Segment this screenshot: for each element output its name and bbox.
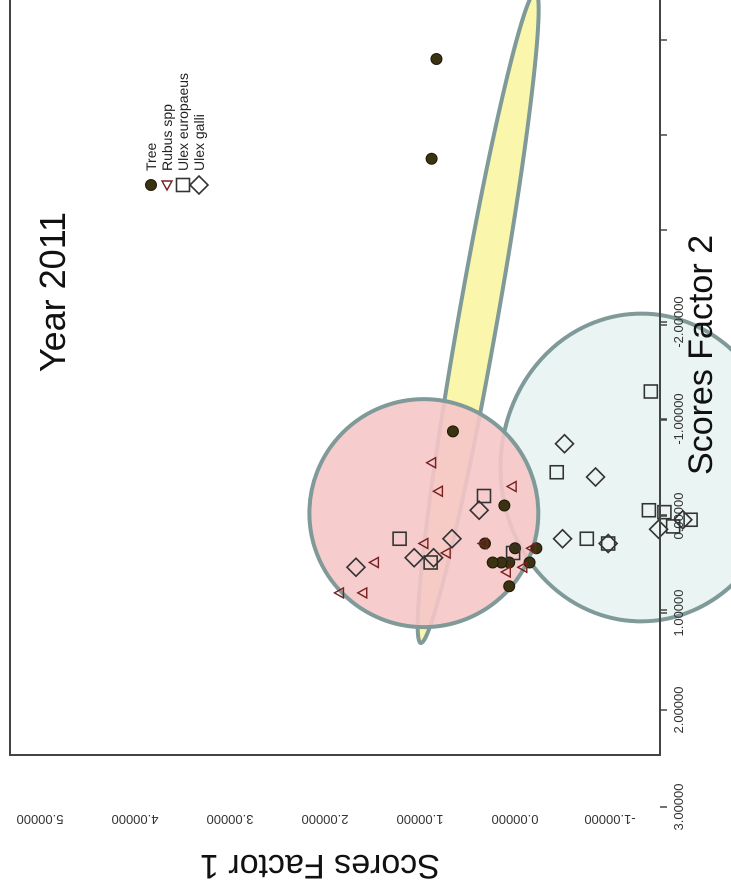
point-circle-5 — [509, 542, 522, 555]
point-triangle-9 — [367, 556, 380, 569]
factor2-tick-label: -2.00000 — [671, 296, 686, 347]
y-ticks: 5.00000 4.00000 3.00000 2.00000 1.00000 0.000… — [17, 39, 667, 827]
point-circle-1 — [425, 152, 438, 165]
point-diamond-2 — [598, 533, 619, 554]
factor1-tick-label: -1.00000 — [584, 812, 635, 827]
factor1-tick-label: 5.00000 — [17, 812, 64, 827]
legend-marker-circle — [145, 179, 157, 191]
point-square-12 — [392, 531, 407, 547]
point-square-8 — [549, 464, 565, 480]
points-layer — [333, 53, 698, 600]
point-square-10 — [476, 488, 492, 504]
point-diamond-4 — [554, 433, 575, 454]
point-circle-0 — [430, 53, 443, 65]
group-ellipse-2 — [307, 397, 541, 630]
point-circle-11 — [486, 556, 499, 569]
point-diamond-0 — [672, 509, 693, 530]
point-circle-2 — [446, 425, 459, 438]
point-triangle-1 — [516, 561, 528, 574]
point-square-4 — [641, 502, 657, 518]
x-ticks: -2.00000 -1.00000 0.00000 1.00000 2.00000 3.0… — [660, 296, 686, 831]
point-square-5 — [643, 384, 659, 399]
point-diamond-8 — [423, 547, 444, 568]
factor2-tick-label: 1.00000 — [671, 590, 686, 637]
factor1-tick-label: 4.00000 — [112, 812, 159, 827]
legend: Tree Rubus spp Ulex europaeus Ulex galli — [143, 73, 210, 196]
point-triangle-0 — [525, 542, 537, 555]
point-square-9 — [505, 545, 521, 561]
point-diamond-6 — [469, 500, 490, 521]
point-triangle-3 — [476, 537, 488, 550]
point-diamond-3 — [585, 466, 606, 488]
point-circle-4 — [530, 542, 543, 555]
legend-marker-diamond — [188, 174, 210, 196]
legend-item-diamond: Ulex galli — [188, 114, 210, 196]
legend-label: Ulex galli — [191, 114, 207, 171]
y-axis-title: Scores Factor 2 — [682, 235, 720, 475]
x-axis-title: Scores Factor 1 — [200, 847, 440, 885]
point-triangle-4 — [431, 485, 444, 498]
legend-item-triangle: Rubus spp — [159, 104, 175, 192]
point-diamond-10 — [345, 557, 367, 578]
factor2-tick-label: 2.00000 — [671, 687, 686, 734]
point-triangle-7 — [439, 546, 451, 560]
factor1-tick-label: 1.00000 — [397, 812, 444, 827]
point-circle-9 — [503, 580, 516, 593]
point-triangle-5 — [425, 456, 437, 469]
legend-label: Rubus spp — [159, 104, 175, 171]
legend-label: Tree — [143, 143, 159, 171]
point-square-3 — [657, 504, 672, 520]
factor2-tick-label: -1.00000 — [671, 393, 686, 444]
point-triangle-6 — [417, 537, 429, 550]
legend-marker-triangle — [160, 180, 174, 192]
legend-item-circle: Tree — [143, 143, 159, 191]
factor2-tick-label: 0.00000 — [671, 493, 686, 540]
point-circle-3 — [498, 499, 511, 512]
point-triangle-2 — [505, 480, 517, 493]
point-diamond-7 — [441, 528, 463, 549]
factor1-tick-label: 0.00000 — [492, 812, 539, 827]
chart-title: Year 2011 — [32, 212, 73, 372]
point-diamond-9 — [404, 547, 425, 568]
factor1-tick-label: 2.00000 — [302, 812, 349, 827]
point-square-7 — [579, 531, 595, 547]
point-square-1 — [683, 512, 698, 528]
point-diamond-1 — [648, 519, 669, 540]
point-triangle-11 — [333, 586, 345, 600]
factor1-tick-label: 3.00000 — [207, 812, 254, 827]
plot-frame — [9, 0, 661, 756]
point-triangle-8 — [499, 565, 511, 579]
point-diamond-5 — [552, 528, 573, 549]
point-square-6 — [600, 536, 616, 551]
factor2-tick-label: 3.00000 — [671, 784, 686, 831]
point-triangle-10 — [356, 586, 368, 600]
legend-label: Ulex europaeus — [175, 73, 191, 171]
